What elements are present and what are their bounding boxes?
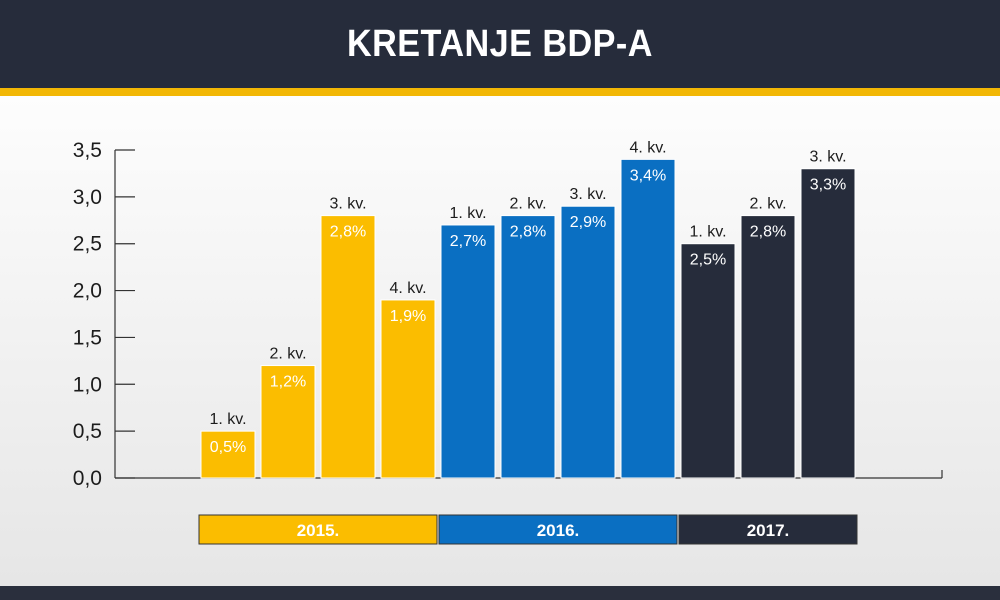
bar-category-label: 3. kv.: [569, 186, 606, 203]
bar: [440, 224, 496, 479]
y-tick-label: 1,0: [73, 373, 102, 396]
accent-strip: [0, 88, 1000, 96]
header-bar: KRETANJE BDP-A: [0, 0, 1000, 88]
bars: 1. kv. 0,5% 2. kv. 1,2% 3. kv. 2,8% 4. kv. 1,9%…: [200, 139, 856, 479]
bar: [320, 215, 376, 479]
y-tick-label: 3,5: [73, 139, 102, 162]
y-tick-label: 0,5: [73, 420, 102, 443]
y-tick-label: 2,0: [73, 280, 102, 303]
bar-value-label: 1,9%: [390, 308, 426, 325]
bar-value-label: 2,7%: [450, 233, 486, 250]
bar: [620, 158, 676, 479]
bar-value-label: 3,3%: [810, 177, 846, 194]
year-label: 2015.: [297, 521, 340, 540]
year-label: 2016.: [537, 521, 580, 540]
bar-category-label: 1. kv.: [449, 205, 486, 222]
y-tick-label: 0,0: [73, 467, 102, 490]
bar: [500, 215, 556, 479]
year-box: [438, 514, 678, 545]
bar-category-label: 4. kv.: [629, 139, 666, 156]
bar: [200, 430, 256, 479]
bar: [260, 365, 316, 479]
year-label: 2017.: [747, 521, 790, 540]
bar-category-label: 2. kv.: [749, 196, 786, 213]
y-tick-label: 2,5: [73, 233, 102, 256]
year-box: [678, 514, 858, 545]
bar-category-label: 4. kv.: [389, 280, 426, 297]
bar-category-label: 2. kv.: [269, 346, 306, 363]
bar: [680, 243, 736, 479]
bar-value-label: 0,5%: [210, 439, 246, 456]
bar-category-label: 1. kv.: [689, 224, 726, 241]
bar-value-label: 1,2%: [270, 374, 306, 391]
bar: [380, 299, 436, 479]
bar-value-label: 2,8%: [510, 224, 546, 241]
bar-category-label: 3. kv.: [329, 196, 366, 213]
year-legend: 2015. 2016. 2017.: [198, 514, 858, 545]
bar: [560, 205, 616, 479]
bar-value-label: 3,4%: [630, 167, 666, 184]
bar-value-label: 2,5%: [690, 252, 726, 269]
y-tick-label: 1,5: [73, 326, 102, 349]
bar-category-label: 1. kv.: [209, 411, 246, 428]
bar-category-label: 3. kv.: [809, 149, 846, 166]
bar-category-label: 2. kv.: [509, 196, 546, 213]
bar-value-label: 2,8%: [750, 224, 786, 241]
footer-bar: [0, 586, 1000, 600]
bar: [800, 168, 856, 479]
bar-value-label: 2,8%: [330, 224, 366, 241]
chart-title: KRETANJE BDP-A: [347, 22, 653, 65]
y-tick-label: 3,0: [73, 186, 102, 209]
year-box: [198, 514, 438, 545]
bar: [740, 215, 796, 479]
bar-value-label: 2,9%: [570, 214, 606, 231]
